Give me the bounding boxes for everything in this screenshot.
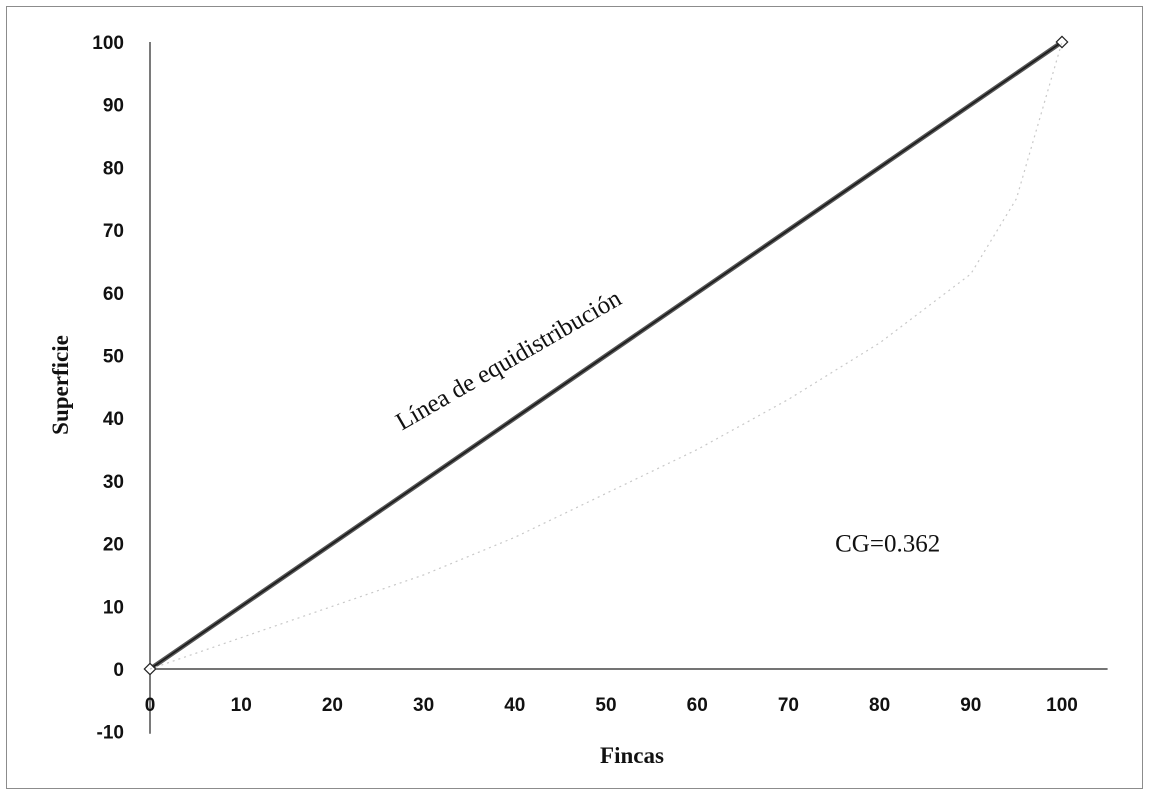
x-tick-label: 30 — [413, 695, 434, 716]
y-tick-label: 40 — [103, 409, 124, 430]
gini-coefficient-label: CG=0.362 — [835, 531, 940, 558]
x-tick-label: 80 — [869, 695, 890, 716]
chart-frame — [6, 6, 1143, 789]
axes: 0 10 20 30 40 50 60 70 80 90 100 -10 0 10 20 30 40 50 60 70… — [92, 33, 1108, 744]
x-tick-label: 90 — [960, 695, 981, 716]
x-tick-label: 40 — [504, 695, 525, 716]
x-tick-label: 10 — [231, 695, 252, 716]
y-tick-label: 0 — [113, 660, 124, 681]
y-tick-label: -10 — [97, 723, 124, 744]
y-tick-label: 30 — [103, 472, 124, 493]
y-tick-label: 60 — [103, 284, 124, 305]
y-axis-title: Superficie — [48, 335, 73, 435]
y-tick-label: 70 — [103, 221, 124, 242]
y-tick-label: 50 — [103, 347, 124, 368]
x-tick-label: 100 — [1046, 695, 1078, 716]
x-tick-label: 20 — [322, 695, 343, 716]
equidistribution-line-core — [149, 41, 1063, 670]
labels-layer: Fincas Superficie Línea de equidistribució… — [48, 285, 940, 768]
series-layer — [143, 35, 1069, 676]
lorenz-curve — [149, 41, 1063, 670]
y-tick-label: 80 — [103, 158, 124, 179]
y-tick-label: 90 — [103, 96, 124, 117]
x-tick-label: 60 — [687, 695, 708, 716]
equidistribution-label: Línea de equidistribución — [391, 285, 626, 436]
y-tick-label: 20 — [103, 535, 124, 556]
x-axis-title: Fincas — [600, 743, 664, 768]
line-end-marker — [1055, 35, 1069, 49]
x-tick-label: 70 — [778, 695, 799, 716]
x-tick-label: 0 — [145, 695, 156, 716]
y-tick-label: 10 — [103, 597, 124, 618]
x-tick-label: 50 — [595, 695, 616, 716]
y-tick-label: 100 — [92, 33, 124, 54]
